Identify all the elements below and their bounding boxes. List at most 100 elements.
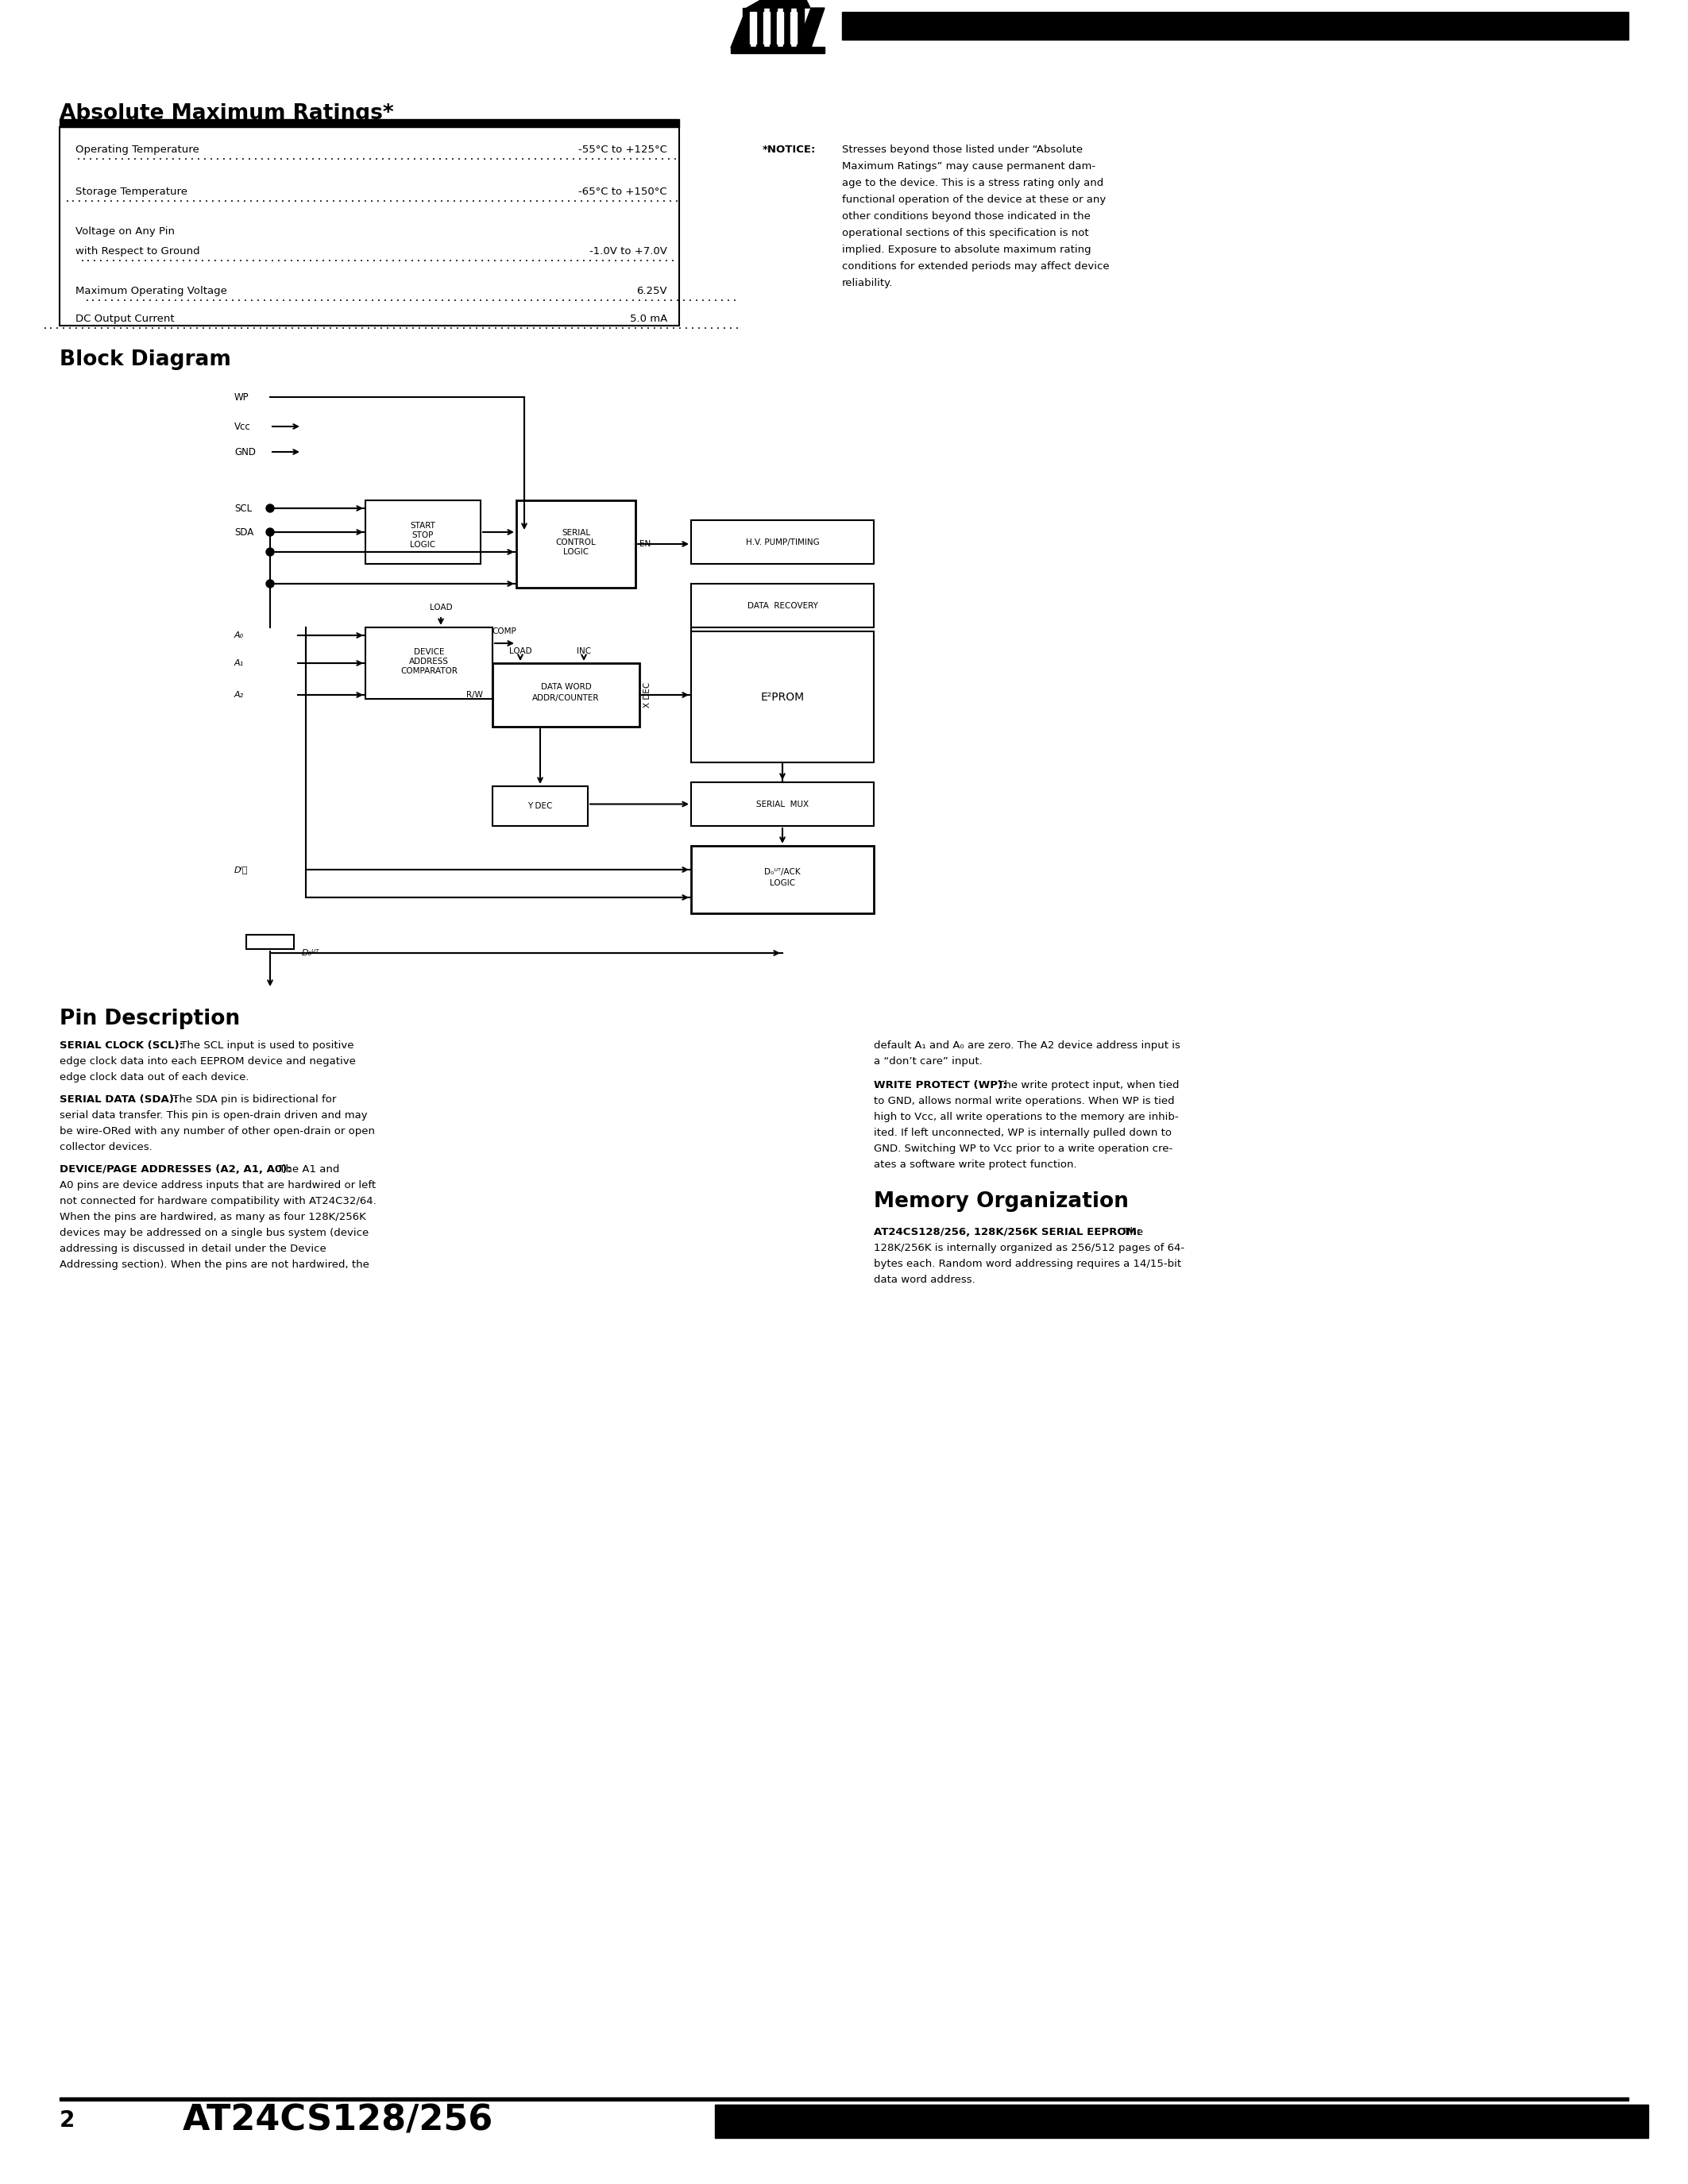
Text: Dᴵⰿ: Dᴵⰿ (235, 865, 248, 874)
Text: conditions for extended periods may affect device: conditions for extended periods may affe… (842, 262, 1109, 271)
Text: addressing is discussed in detail under the Device: addressing is discussed in detail under … (59, 1243, 326, 1254)
Text: A₁: A₁ (235, 660, 245, 666)
Text: R/W: R/W (466, 690, 483, 699)
Text: H.V. PUMP/TIMING: H.V. PUMP/TIMING (746, 537, 819, 546)
Text: 2: 2 (59, 2110, 74, 2132)
Text: The write protect input, when tied: The write protect input, when tied (994, 1081, 1180, 1090)
Text: edge clock data out of each device.: edge clock data out of each device. (59, 1072, 250, 1083)
Text: ates a software write protect function.: ates a software write protect function. (874, 1160, 1077, 1171)
Text: devices may be addressed on a single bus system (device: devices may be addressed on a single bus… (59, 1227, 368, 1238)
Text: AT24CS128/256, 128K/256K SERIAL EEPROM:: AT24CS128/256, 128K/256K SERIAL EEPROM: (874, 1227, 1141, 1238)
Text: be wire-ORed with any number of other open-drain or open: be wire-ORed with any number of other op… (59, 1127, 375, 1136)
Text: Maximum Operating Voltage: Maximum Operating Voltage (76, 286, 228, 297)
Bar (517, 500, 635, 587)
Text: COMPARATOR: COMPARATOR (400, 666, 457, 675)
Bar (842, 11, 1629, 39)
Bar (59, 2097, 1629, 2101)
Bar (783, 9, 790, 48)
Bar (246, 935, 294, 950)
Text: edge clock data into each EEPROM device and negative: edge clock data into each EEPROM device … (59, 1057, 356, 1066)
Text: operational sections of this specification is not: operational sections of this specificati… (842, 227, 1089, 238)
Text: The: The (1121, 1227, 1143, 1238)
Text: DATA WORD: DATA WORD (540, 684, 591, 690)
Text: ADDR/COUNTER: ADDR/COUNTER (532, 695, 599, 701)
Bar (770, 9, 776, 48)
Text: Operating Temperature: Operating Temperature (76, 144, 199, 155)
Text: LOGIC: LOGIC (770, 878, 795, 887)
Text: Y DEC: Y DEC (528, 802, 552, 810)
Text: ited. If left unconnected, WP is internally pulled down to: ited. If left unconnected, WP is interna… (874, 1127, 1171, 1138)
Text: functional operation of the device at these or any: functional operation of the device at th… (842, 194, 1106, 205)
Circle shape (267, 529, 273, 535)
Text: Block Diagram: Block Diagram (59, 349, 231, 369)
Text: SERIAL: SERIAL (562, 529, 591, 537)
Text: with Respect to Ground: with Respect to Ground (76, 247, 199, 256)
Text: LOAD: LOAD (510, 646, 532, 655)
Text: The SCL input is used to positive: The SCL input is used to positive (177, 1040, 354, 1051)
Bar (797, 9, 803, 48)
Bar (790, 11, 797, 44)
Bar (716, 2105, 1647, 2138)
Text: GND: GND (235, 448, 257, 456)
Polygon shape (731, 9, 758, 48)
Circle shape (267, 579, 273, 587)
Text: data word address.: data word address. (874, 1275, 976, 1284)
Text: WRITE PROTECT (WP):: WRITE PROTECT (WP): (874, 1081, 1006, 1090)
Text: A0 pins are device address inputs that are hardwired or left: A0 pins are device address inputs that a… (59, 1179, 376, 1190)
Bar (749, 11, 756, 44)
Text: DEVICE: DEVICE (414, 649, 444, 655)
Text: WP: WP (235, 391, 250, 402)
Text: LOGIC: LOGIC (564, 548, 589, 557)
Text: D₀ᵁᵀ/ACK: D₀ᵁᵀ/ACK (765, 867, 800, 876)
Bar (59, 127, 679, 325)
Text: The SDA pin is bidirectional for: The SDA pin is bidirectional for (169, 1094, 336, 1105)
Text: A₀: A₀ (235, 631, 245, 640)
Text: high to Vᴄᴄ, all write operations to the memory are inhib-: high to Vᴄᴄ, all write operations to the… (874, 1112, 1178, 1123)
Bar (493, 664, 640, 727)
Bar (756, 9, 763, 48)
Bar (59, 120, 679, 127)
Bar (731, 46, 824, 52)
Text: Voltage on Any Pin: Voltage on Any Pin (76, 227, 176, 236)
Text: COMP: COMP (493, 627, 517, 636)
Text: CONTROL: CONTROL (555, 539, 596, 546)
Text: DC Output Current: DC Output Current (76, 314, 174, 323)
Bar (776, 11, 783, 44)
Bar (690, 520, 874, 563)
Text: ADDRESS: ADDRESS (408, 657, 449, 666)
Text: 5.0 mA: 5.0 mA (630, 314, 667, 323)
Text: not connected for hardware compatibility with AT24C32/64.: not connected for hardware compatibility… (59, 1197, 376, 1206)
Text: DEVICE/PAGE ADDRESSES (A2, A1, A0):: DEVICE/PAGE ADDRESSES (A2, A1, A0): (59, 1164, 292, 1175)
Polygon shape (746, 0, 810, 9)
Text: DATA  RECOVERY: DATA RECOVERY (748, 601, 817, 609)
Text: Vᴄᴄ: Vᴄᴄ (235, 422, 252, 432)
Polygon shape (797, 9, 824, 48)
Text: AT24CS128/256: AT24CS128/256 (182, 2103, 493, 2138)
Text: SCL: SCL (235, 502, 252, 513)
Text: GND. Switching WP to Vᴄᴄ prior to a write operation cre-: GND. Switching WP to Vᴄᴄ prior to a writ… (874, 1144, 1173, 1153)
Bar (690, 631, 874, 762)
Text: Pin Description: Pin Description (59, 1009, 240, 1029)
Text: collector devices.: collector devices. (59, 1142, 152, 1153)
Text: serial data transfer. This pin is open-drain driven and may: serial data transfer. This pin is open-d… (59, 1109, 368, 1120)
Text: STOP: STOP (412, 531, 434, 539)
Text: Addressing section). When the pins are not hardwired, the: Addressing section). When the pins are n… (59, 1260, 370, 1269)
Text: -1.0V to +7.0V: -1.0V to +7.0V (589, 247, 667, 256)
Text: ................................................................................: ........................................… (42, 321, 741, 332)
Bar (690, 782, 874, 826)
Text: 6.25V: 6.25V (636, 286, 667, 297)
Text: implied. Exposure to absolute maximum rating: implied. Exposure to absolute maximum ra… (842, 245, 1090, 256)
Circle shape (267, 548, 273, 557)
Text: EN: EN (640, 539, 652, 548)
Text: SDA: SDA (235, 526, 253, 537)
Text: Absolute Maximum Ratings*: Absolute Maximum Ratings* (59, 103, 393, 124)
Text: The A1 and: The A1 and (275, 1164, 339, 1175)
Text: ................................................................................: ........................................… (84, 293, 738, 304)
Text: default A₁ and A₀ are zero. The A2 device address input is: default A₁ and A₀ are zero. The A2 devic… (874, 1040, 1180, 1051)
Text: Storage Temperature: Storage Temperature (76, 186, 187, 197)
Bar (763, 11, 770, 44)
Text: Memory Organization: Memory Organization (874, 1190, 1129, 1212)
Circle shape (267, 505, 273, 513)
Text: ................................................................................: ........................................… (74, 151, 679, 162)
Text: other conditions beyond those indicated in the: other conditions beyond those indicated … (842, 212, 1090, 221)
